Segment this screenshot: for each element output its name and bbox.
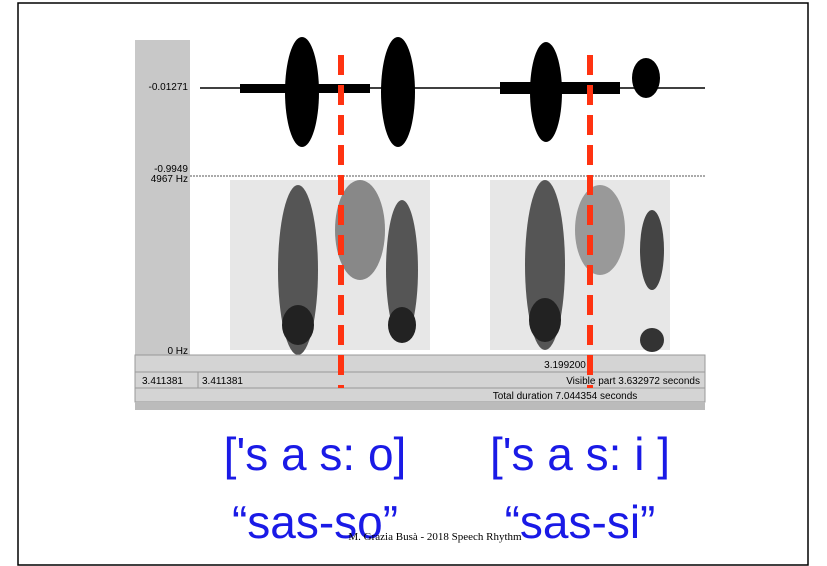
start-time: 3.411381 xyxy=(202,376,243,387)
cursor-bar xyxy=(135,355,705,372)
scroll-bar xyxy=(135,402,705,410)
slide: -0.01271 -0.9949 4967 Hz 0 Hz 3.199200 3… xyxy=(0,0,827,566)
praat-window: -0.01271 -0.9949 4967 Hz 0 Hz 3.199200 3… xyxy=(135,37,705,410)
start-time-left: 3.411381 xyxy=(142,376,183,387)
page: -0.01271 -0.9949 4967 Hz 0 Hz 3.199200 3… xyxy=(0,0,827,566)
waveform-max: -0.01271 xyxy=(149,82,189,93)
cursor-time: 3.199200 xyxy=(544,360,586,371)
ipa-transcription: ['s a s: i ] xyxy=(490,428,670,480)
freq-max: 4967 Hz xyxy=(151,174,188,185)
ipa-transcription: ['s a s: o] xyxy=(224,428,407,480)
footer: M. Grazia Busà - 2018 Speech Rhythm xyxy=(348,531,522,543)
orthography: “sas-si” xyxy=(505,496,656,548)
visible-part: Visible part 3.632972 seconds xyxy=(566,376,700,387)
total-duration: Total duration 7.044354 seconds xyxy=(493,391,638,402)
